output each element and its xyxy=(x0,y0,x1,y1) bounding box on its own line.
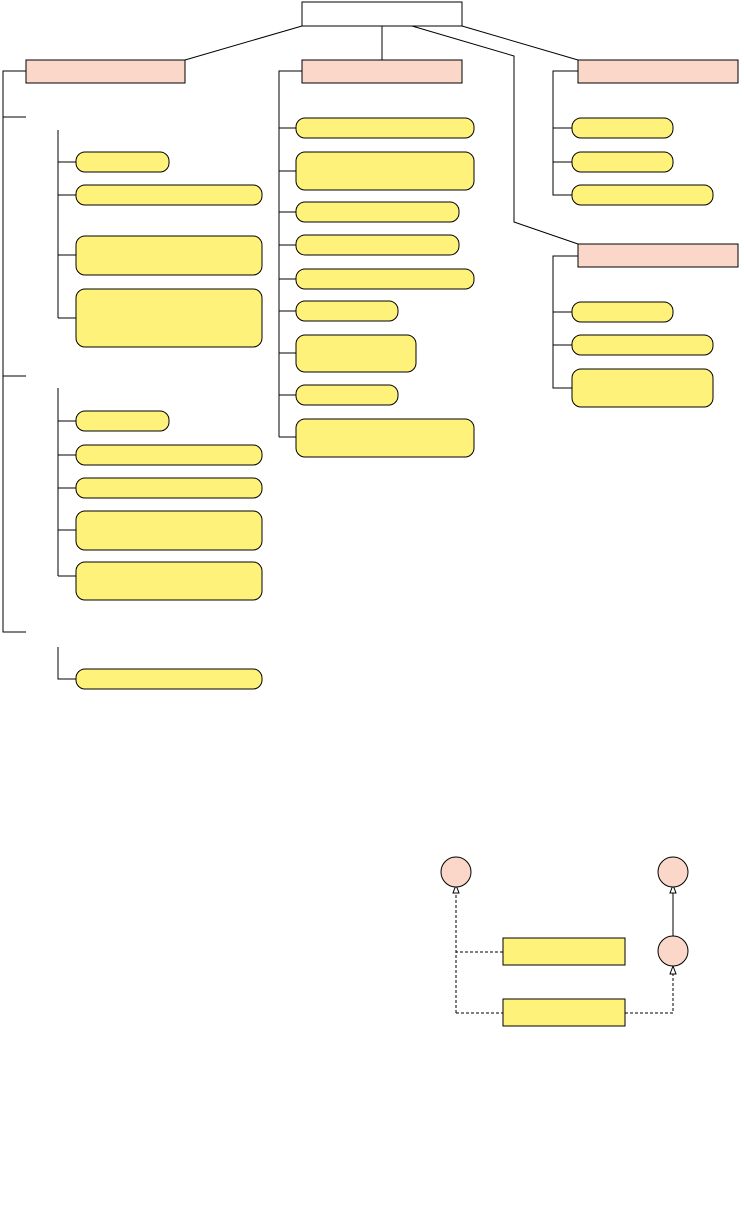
list-item xyxy=(75,477,263,499)
list-item xyxy=(295,418,475,458)
list-item xyxy=(295,201,460,223)
arrow-up-icon xyxy=(452,883,460,894)
right-column-items xyxy=(571,117,714,408)
list-item xyxy=(295,268,475,290)
legend-diagram xyxy=(440,856,689,1027)
legend-node xyxy=(657,935,689,967)
middle-column-items xyxy=(295,117,475,458)
list-item xyxy=(571,117,674,139)
list-item xyxy=(295,384,399,406)
left-column-connectors xyxy=(2,70,76,680)
legend-node xyxy=(440,856,472,888)
list-item xyxy=(75,410,170,432)
right-column-connectors xyxy=(552,70,578,389)
list-item xyxy=(75,444,263,466)
list-item xyxy=(571,301,674,323)
arrow-up-icon xyxy=(669,883,677,894)
list-item xyxy=(75,235,263,276)
list-item xyxy=(75,668,263,690)
root-node xyxy=(301,1,463,27)
category-header-4 xyxy=(577,243,739,268)
category-header-1 xyxy=(25,59,186,84)
list-item xyxy=(295,300,399,322)
left-column-items xyxy=(75,151,263,690)
legend-node xyxy=(657,856,689,888)
legend-box xyxy=(502,937,626,966)
list-item xyxy=(295,151,475,191)
list-item xyxy=(75,561,263,601)
list-item xyxy=(295,334,417,373)
legend-box xyxy=(502,998,626,1027)
list-item xyxy=(295,234,460,256)
root-connectors xyxy=(184,25,579,245)
list-item xyxy=(75,288,263,348)
list-item xyxy=(571,184,714,206)
list-item xyxy=(75,184,263,206)
list-item xyxy=(295,117,475,139)
list-item xyxy=(571,368,714,408)
list-item xyxy=(75,510,263,551)
list-item xyxy=(571,334,714,356)
category-header-3 xyxy=(577,59,739,84)
arrow-up-icon xyxy=(669,964,677,975)
middle-column-connectors xyxy=(278,70,302,438)
list-item xyxy=(75,151,170,173)
category-header-2 xyxy=(301,59,463,84)
list-item xyxy=(571,151,674,173)
